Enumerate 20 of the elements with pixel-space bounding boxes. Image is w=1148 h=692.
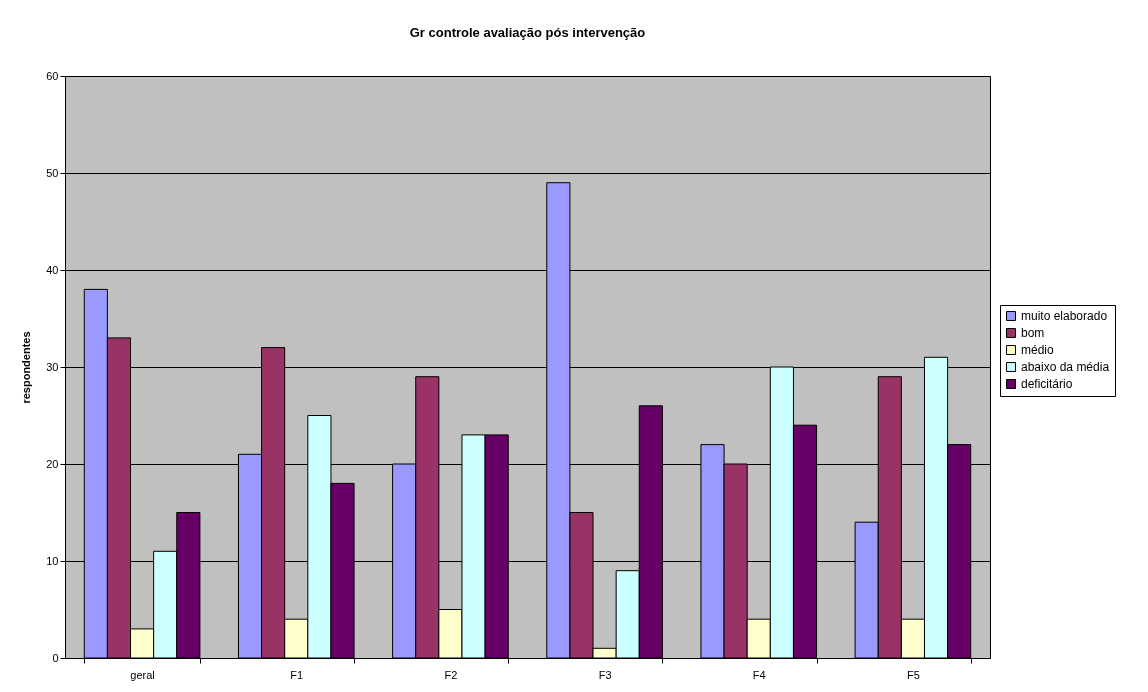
x-tick-label: F4 [752, 668, 766, 681]
y-tick-label: 20 [46, 457, 59, 470]
x-tick-label: F2 [444, 668, 458, 681]
y-tick-label: 60 [46, 69, 59, 82]
x-tick-label: geral [130, 668, 155, 681]
x-tick-label: F5 [906, 668, 920, 681]
y-tick-label: 50 [46, 166, 59, 179]
legend-label: bom [1021, 326, 1045, 340]
legend-label: deficitário [1021, 377, 1073, 391]
y-tick-label: 10 [46, 554, 59, 567]
x-tick-label: F3 [598, 668, 612, 681]
x-tick-label: F1 [290, 668, 304, 681]
y-tick-label: 40 [46, 263, 59, 276]
y-tick-label: 0 [52, 651, 59, 664]
chart-title: Gr controle avaliação pós intervenção [409, 25, 646, 40]
y-axis-title: respondentes [20, 331, 33, 404]
y-tick-label: 30 [46, 360, 59, 373]
legend-label: abaixo da média [1021, 360, 1110, 374]
legend-label: muito elaborado [1021, 309, 1108, 323]
legend-label: médio [1021, 343, 1055, 357]
